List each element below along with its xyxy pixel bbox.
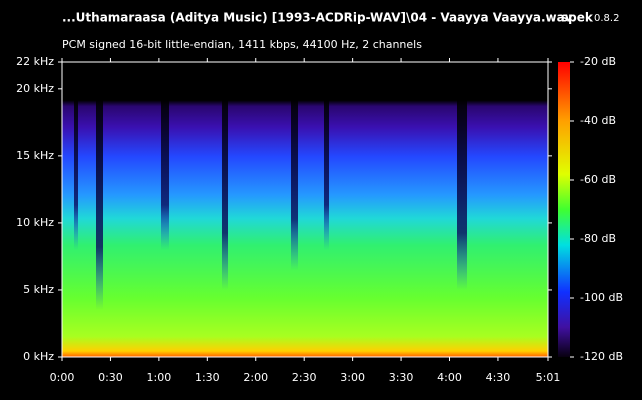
gap xyxy=(74,100,78,250)
x-tick-label: 3:00 xyxy=(340,371,365,384)
y-tick-label: 22 kHz xyxy=(16,55,54,68)
gap xyxy=(324,100,329,250)
gap xyxy=(291,100,298,270)
app-version: 0.8.2 xyxy=(594,13,619,24)
app-name: spek xyxy=(561,11,594,25)
color-tick-label: -120 dB xyxy=(580,350,623,363)
spectrogram-gaps xyxy=(74,100,467,310)
color-tick-label: -20 dB xyxy=(580,55,616,68)
color-tick-label: -40 dB xyxy=(580,114,616,127)
gap xyxy=(457,100,467,290)
y-tick-label: 20 kHz xyxy=(16,82,54,95)
spectrogram xyxy=(62,62,548,357)
x-tick-label: 2:00 xyxy=(243,371,268,384)
x-tick-label: 4:00 xyxy=(437,371,462,384)
color-bar xyxy=(558,62,570,357)
x-tick-label: 1:00 xyxy=(147,371,172,384)
color-tick-label: -60 dB xyxy=(580,173,616,186)
x-tick-label: 0:00 xyxy=(50,371,75,384)
x-tick-label: 3:30 xyxy=(389,371,414,384)
y-tick-label: 10 kHz xyxy=(16,216,54,229)
x-tick-label: 0:30 xyxy=(98,371,123,384)
subtitle: PCM signed 16-bit little-endian, 1411 kb… xyxy=(62,38,422,51)
color-tick-label: -100 dB xyxy=(580,291,623,304)
gap xyxy=(222,100,228,290)
y-tick-label: 0 kHz xyxy=(23,350,54,363)
plot-frame xyxy=(61,61,549,358)
x-tick-label: 5:01 xyxy=(536,371,561,384)
y-tick-label: 15 kHz xyxy=(16,149,54,162)
x-tick-label: 4:30 xyxy=(486,371,511,384)
title: ...Uthamaraasa (Aditya Music) [1993-ACDR… xyxy=(62,11,573,25)
gap xyxy=(161,100,169,250)
color-tick-label: -80 dB xyxy=(580,232,616,245)
x-tick-label: 2:30 xyxy=(292,371,317,384)
gap xyxy=(96,100,103,310)
x-tick-label: 1:30 xyxy=(195,371,220,384)
y-tick-label: 5 kHz xyxy=(23,283,54,296)
